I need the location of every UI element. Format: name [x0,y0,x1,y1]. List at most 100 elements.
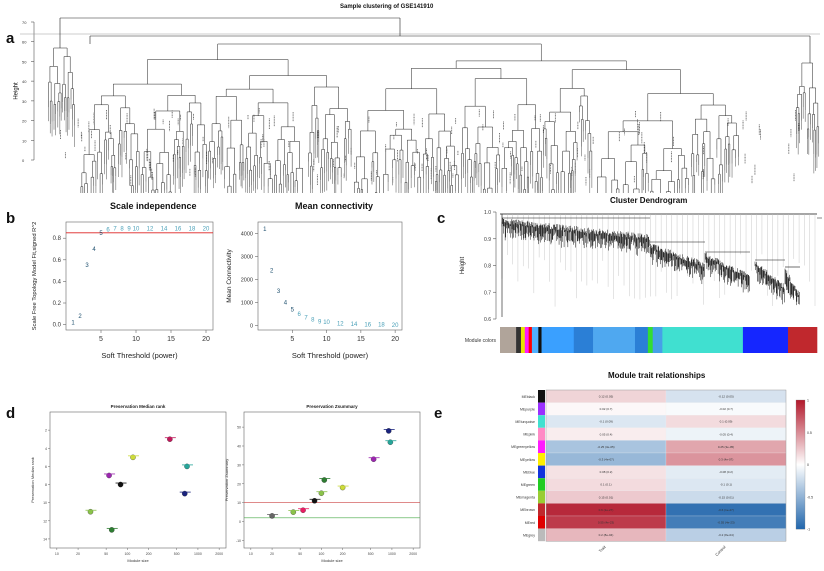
module-label: MEblack [522,395,536,399]
module-color-segment [531,327,539,353]
y-tick-label: 50 [22,59,27,64]
module-color-swatch [538,490,545,504]
power-point-label: 5 [291,307,295,313]
module-color-segment [652,327,663,353]
y-tick-label: 8 [45,483,47,487]
x-tick-label: 10 [132,336,140,343]
x-tick-label: 500 [174,552,180,556]
module-color-segment [520,327,526,353]
y-tick-label: 50 [237,426,241,430]
module-label: MEbrown [520,508,535,512]
x-tick-label: 200 [146,552,152,556]
y-axis-label: Height [460,256,466,274]
power-point-label: 14 [161,226,168,232]
y-tick-label: 2000 [241,277,253,283]
x-tick-label: 20 [391,336,399,343]
y-tick-label: 0 [250,323,253,329]
cell-label: 0.1 (0.09) [720,420,733,424]
y-tick-label: 10 [22,138,27,143]
x-tick-label: 2000 [409,552,417,556]
column-label: Control [714,544,727,557]
y-tick-label: 60 [22,40,27,45]
panel-label-b: b [6,210,16,227]
y-tick-label: 20 [22,119,27,124]
chart-title: Preservation Median rank [111,404,166,409]
power-point-label: 10 [133,226,140,232]
panel-label-e: e [434,405,443,422]
colorbar-tick-label: -0.5 [807,495,813,499]
module-trait-heatmap: MEblack 0.12 (0.05) -0.12 (0.05) MEpurple 0.… [511,389,813,557]
colorbar-tick-label: -1 [807,528,810,532]
module-color-swatch [538,440,545,453]
power-point-label: 5 [99,231,103,237]
cell-label: 0.25 (3e-05) [718,445,734,449]
power-point-label: 6 [297,312,301,318]
y-axis-label: Preservation Zsummary [224,459,229,501]
y-tick-label: 0 [239,520,241,524]
x-tick-label: 2000 [215,552,223,556]
module-color-swatch [538,402,545,416]
y-tick-label: 10 [43,501,47,505]
x-tick-label: 500 [368,552,374,556]
module-color-segment [500,327,517,353]
power-point-label: 18 [189,226,196,232]
panel-label-d: d [6,405,16,422]
plot-frame [65,221,214,331]
y-tick-label: 1.0 [484,210,491,216]
chart-title: Preservation Zsummary [306,404,358,409]
y-tick-label: 40 [22,79,27,84]
y-axis-label: Preservation Median rank [30,457,35,503]
x-tick-label: 15 [167,336,175,343]
module-label: MEblue [523,470,535,474]
cell-label: 0.12 (0.05) [599,395,614,399]
y-tick-label: 30 [237,463,241,467]
power-point-label: 7 [113,226,117,232]
power-point-label: 3 [277,289,281,295]
cell-label: -0.6 (1e-27) [718,508,734,512]
x-axis-label: Soft Threshold (power) [101,351,178,360]
power-point-label: 20 [203,226,210,232]
y-tick-label: 0.0 [53,323,62,329]
power-point-label: 16 [364,322,371,328]
module-label: MEgreenyellow [511,445,535,449]
y-tick-label: 3000 [241,254,253,260]
cell-label: -0.3 (4e-07) [598,458,614,462]
cell-label: 0.08 (0.2) [600,470,613,474]
module-color-swatch [538,465,545,479]
plot-frame [49,411,227,549]
x-tick-label: 10 [249,552,253,556]
x-axis-label: Module size [321,558,343,563]
module-label: MEpink [523,433,535,437]
module-color-swatch [538,528,545,542]
module-color-segment [541,327,575,353]
cell-label: -0.1 (0.1) [720,483,732,487]
y-tick-label: 4 [45,447,47,451]
preservation-median-rank-chart: Preservation Median rank 10 20 50 100 200 500 1… [30,404,227,563]
panel-a-ylabel: Height [13,82,20,100]
power-point-label: 14 [351,322,358,328]
y-tick-label: 30 [22,99,27,104]
cell-label: -0.25 (3e-05) [597,445,614,449]
module-color-segment [634,327,649,353]
cell-label: -0.05 (0.4) [719,432,733,436]
heatmap-frame [545,389,787,542]
y-tick-label: 1000 [241,300,253,306]
cell-label: 0.15 (0.01) [599,495,614,499]
cell-label: 0.1 (0.1) [600,483,611,487]
y-axis-label: Scale Free Topology Model Fit,signed R^2 [32,222,38,331]
power-point-label: 3 [85,263,89,269]
x-tick-label: 15 [357,336,365,343]
cluster-dendrogram-title: Cluster Dendrogram [610,196,688,205]
module-color-swatch [538,453,545,466]
y-tick-label: 0.2 [53,301,62,307]
power-point-label: 4 [92,247,96,253]
y-tick-label: 2 [45,429,47,433]
power-point-label: 10 [323,320,330,326]
x-axis-label: Soft Threshold (power) [292,351,369,360]
y-tick-label: 0 [22,158,25,163]
power-point-label: 1 [71,320,75,326]
cell-label: 0.2 (8e-04) [599,533,614,537]
module-label: MEmagenta [516,496,535,500]
